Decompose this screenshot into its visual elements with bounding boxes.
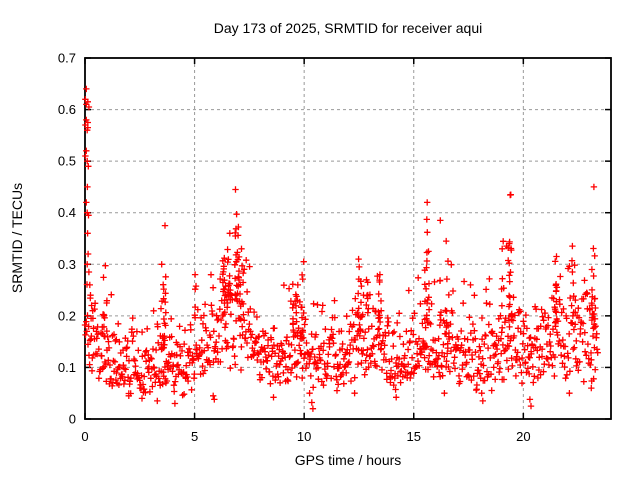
x-tick-label: 0	[81, 429, 88, 444]
plot-border	[84, 57, 612, 420]
tick-labels: 0 5 10 15 20 0 0.1 0.2 0.3 0.4 0.5 0.6 0.7	[58, 51, 531, 445]
y-tick-label: 0.7	[58, 51, 76, 66]
y-tick-label: 0.3	[58, 257, 76, 272]
y-tick-label: 0.2	[58, 308, 76, 323]
x-axis-label: GPS time / hours	[295, 452, 402, 468]
y-tick-label: 0.4	[58, 205, 76, 220]
x-tick-label: 20	[516, 429, 530, 444]
scatter-series-srmtid	[81, 85, 601, 412]
y-tick-label: 0.1	[58, 360, 76, 375]
y-tick-label: 0	[69, 412, 76, 427]
scatter-points	[81, 85, 601, 412]
chart-title: Day 173 of 2025, SRMTID for receiver aqu…	[214, 20, 482, 36]
gridlines	[85, 58, 611, 419]
x-tick-label: 10	[297, 429, 311, 444]
y-axis-label: SRMTID / TECUs	[9, 183, 25, 293]
y-tick-label: 0.6	[58, 102, 76, 117]
y-tick-label: 0.5	[58, 154, 76, 169]
x-tick-label: 15	[407, 429, 421, 444]
x-tick-label: 5	[191, 429, 198, 444]
